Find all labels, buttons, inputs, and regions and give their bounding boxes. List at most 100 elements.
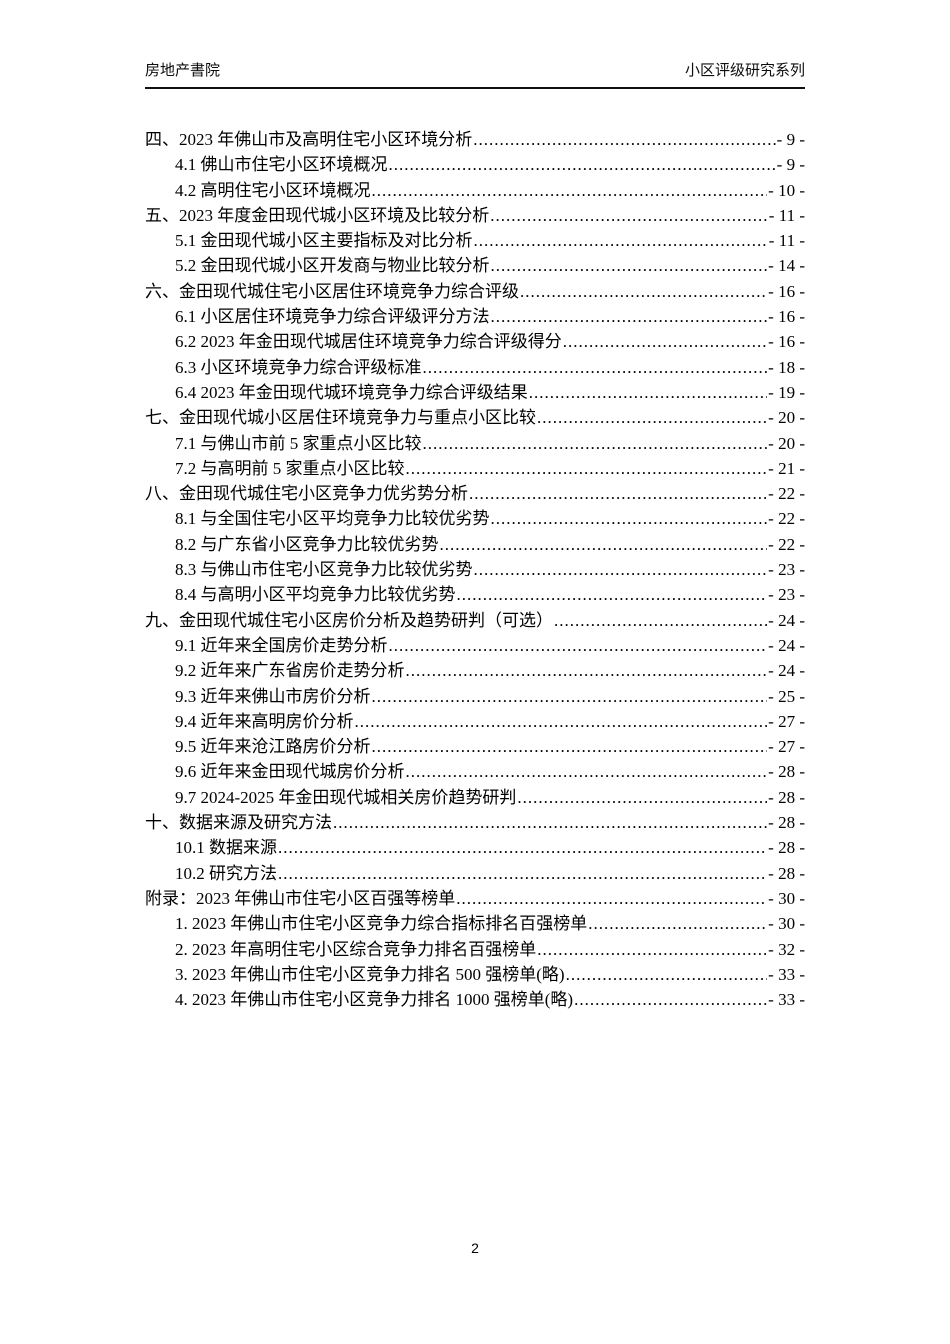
page-number: 2 — [471, 1240, 479, 1256]
toc-dot-leader — [491, 256, 768, 276]
toc-entry[interactable]: 8.2 与广东省小区竞争力比较优劣势 - 22 - — [145, 530, 805, 555]
toc-dot-leader — [406, 661, 768, 681]
toc-entry[interactable]: 9.5 近年来沧江路房价分析 - 27 - — [145, 732, 805, 757]
toc-entry[interactable]: 10.1 数据来源 - 28 - — [145, 833, 805, 858]
toc-entry-label: 1. 2023 年佛山市住宅小区竞争力综合指标排名百强榜单 — [175, 914, 588, 934]
toc-entry[interactable]: 七、金田现代城小区居住环境竞争力与重点小区比较 - 20 - — [145, 403, 805, 428]
toc-entry-label: 八、金田现代城住宅小区竞争力优劣势分析 — [145, 484, 468, 504]
toc-entry-page: - 23 - — [768, 585, 805, 605]
toc-entry[interactable]: 6.2 2023 年金田现代城居住环境竞争力综合评级得分 - 16 - — [145, 327, 805, 352]
toc-dot-leader — [406, 459, 768, 479]
toc-entry[interactable]: 八、金田现代城住宅小区竞争力优劣势分析 - 22 - — [145, 479, 805, 504]
toc-entry[interactable]: 7.1 与佛山市前 5 家重点小区比较 - 20 - — [145, 429, 805, 454]
toc-dot-leader — [457, 585, 768, 605]
toc-entry[interactable]: 9.7 2024-2025 年金田现代城相关房价趋势研判 - 28 - — [145, 783, 805, 808]
toc-entry-page: - 20 - — [768, 408, 805, 428]
toc-entry-page: - 28 - — [768, 813, 805, 833]
toc-entry[interactable]: 5.2 金田现代城小区开发商与物业比较分析 - 14 - — [145, 251, 805, 276]
toc-dot-leader — [588, 914, 767, 934]
toc-entry-page: - 27 - — [768, 737, 805, 757]
toc-entry-label: 4. 2023 年佛山市住宅小区竞争力排名 1000 强榜单(略) — [175, 990, 574, 1010]
toc-entry[interactable]: 10.2 研究方法 - 28 - — [145, 859, 805, 884]
toc-entry-page: - 16 - — [768, 281, 805, 301]
toc-entry-page: - 23 - — [768, 560, 805, 580]
toc-entry-label: 8.4 与高明小区平均竞争力比较优劣势 — [175, 585, 456, 605]
toc-entry-page: - 16 - — [768, 307, 805, 327]
toc-dot-leader — [537, 940, 767, 960]
toc-entry-page: - 32 - — [768, 939, 805, 959]
toc-dot-leader — [423, 434, 768, 454]
toc-entry-page: - 27 - — [768, 711, 805, 731]
toc-entry-label: 五、2023 年度金田现代城小区环境及比较分析 — [145, 205, 490, 225]
toc-entry-page: - 10 - — [768, 180, 805, 200]
toc-entry-label: 四、2023 年佛山市及高明住宅小区环境分析 — [145, 130, 473, 149]
toc-entry-label: 9.2 近年来广东省房价走势分析 — [175, 661, 405, 681]
toc-dot-leader — [389, 636, 768, 656]
toc-entry[interactable]: 十、数据来源及研究方法 - 28 - — [145, 808, 805, 833]
toc-entry-page: - 21 - — [768, 458, 805, 478]
toc-entry[interactable]: 6.3 小区环境竞争力综合评级标准 - 18 - — [145, 353, 805, 378]
toc-entry[interactable]: 8.1 与全国住宅小区平均竞争力比较优劣势 - 22 - — [145, 504, 805, 529]
toc-entry-page: - 9 - — [776, 130, 805, 149]
toc-entry[interactable]: 1. 2023 年佛山市住宅小区竞争力综合指标排名百强榜单 - 30 - — [145, 909, 805, 934]
toc-entry[interactable]: 7.2 与高明前 5 家重点小区比较 - 21 - — [145, 454, 805, 479]
toc-entry-label: 10.2 研究方法 — [175, 863, 277, 883]
toc-entry-page: - 20 - — [768, 433, 805, 453]
toc-entry[interactable]: 3. 2023 年佛山市住宅小区竞争力排名 500 强榜单(略) - 33 - — [145, 960, 805, 985]
header-left-text: 房地产書院 — [145, 62, 221, 79]
toc-entry-page: - 18 - — [768, 357, 805, 377]
toc-entry[interactable]: 九、金田现代城住宅小区房价分析及趋势研判（可选） - 24 - — [145, 606, 805, 631]
toc-entry-label: 5.1 金田现代城小区主要指标及对比分析 — [175, 231, 473, 251]
toc-entry[interactable]: 五、2023 年度金田现代城小区环境及比较分析 - 11 - — [145, 201, 805, 226]
toc-entry[interactable]: 4. 2023 年佛山市住宅小区竞争力排名 1000 强榜单(略) - 33 - — [145, 985, 805, 1010]
toc-entry[interactable]: 9.4 近年来高明房价分析 - 27 - — [145, 707, 805, 732]
toc-entry[interactable]: 6.4 2023 年金田现代城环境竞争力综合评级结果 - 19 - — [145, 378, 805, 403]
toc-dot-leader — [491, 307, 768, 327]
toc-entry-page: - 11 - — [768, 205, 805, 225]
toc-entry[interactable]: 4.2 高明住宅小区环境概况 - 10 - — [145, 176, 805, 201]
toc-dot-leader — [333, 813, 767, 833]
toc-entry-label: 5.2 金田现代城小区开发商与物业比较分析 — [175, 256, 490, 276]
toc-entry-page: - 14 - — [768, 256, 805, 276]
toc-entry[interactable]: 6.1 小区居住环境竞争力综合评级评分方法 - 16 - — [145, 302, 805, 327]
toc-entry-page: - 25 - — [768, 686, 805, 706]
toc-entry[interactable]: 六、金田现代城住宅小区居住环境竞争力综合评级 - 16 - — [145, 277, 805, 302]
toc-entry[interactable]: 4.1 佛山市住宅小区环境概况 - 9 - — [145, 150, 805, 175]
toc-dot-leader — [474, 231, 768, 251]
toc-entry-label: 9.6 近年来金田现代城房价分析 — [175, 762, 405, 782]
toc-entry-page: - 24 - — [768, 661, 805, 681]
toc-entry[interactable]: 2. 2023 年高明住宅小区综合竞争力排名百强榜单 - 32 - — [145, 935, 805, 960]
toc-entry-label: 9.7 2024-2025 年金田现代城相关房价趋势研判 — [175, 787, 517, 807]
toc-entry-page: - 11 - — [768, 231, 805, 251]
toc-entry-label: 8.3 与佛山市住宅小区竞争力比较优劣势 — [175, 560, 473, 580]
toc-entry-label: 附录：2023 年佛山市住宅小区百强等榜单 — [145, 888, 456, 908]
toc-entry-label: 6.2 2023 年金田现代城居住环境竞争力综合评级得分 — [175, 332, 562, 352]
toc-entry-label: 7.1 与佛山市前 5 家重点小区比较 — [175, 433, 422, 453]
toc-entry[interactable]: 5.1 金田现代城小区主要指标及对比分析 - 11 - — [145, 226, 805, 251]
toc-entry-label: 4.1 佛山市住宅小区环境概况 — [175, 155, 388, 175]
toc-entry-page: - 16 - — [768, 332, 805, 352]
header-right-text: 小区评级研究系列 — [684, 62, 805, 79]
toc-entry-label: 8.2 与广东省小区竞争力比较优劣势 — [175, 534, 439, 554]
toc-entry-label: 8.1 与全国住宅小区平均竞争力比较优劣势 — [175, 509, 490, 529]
toc-entry[interactable]: 四、2023 年佛山市及高明住宅小区环境分析 - 9 - — [145, 125, 805, 150]
toc-entry-label: 九、金田现代城住宅小区房价分析及趋势研判（可选） — [145, 610, 553, 630]
toc-entry-label: 3. 2023 年佛山市住宅小区竞争力排名 500 强榜单(略) — [175, 964, 565, 984]
toc-entry[interactable]: 8.3 与佛山市住宅小区竞争力比较优劣势 - 23 - — [145, 555, 805, 580]
toc-entry-page: - 9 - — [776, 155, 805, 175]
toc-entry[interactable]: 9.6 近年来金田现代城房价分析 - 28 - — [145, 757, 805, 782]
toc-dot-leader — [554, 611, 767, 631]
toc-dot-leader — [474, 560, 768, 580]
toc-dot-leader — [355, 712, 768, 732]
toc-entry[interactable]: 8.4 与高明小区平均竞争力比较优劣势 - 23 - — [145, 580, 805, 605]
toc-dot-leader — [278, 864, 767, 884]
toc-entry-label: 2. 2023 年高明住宅小区综合竞争力排名百强榜单 — [175, 939, 537, 959]
toc-dot-leader — [490, 206, 768, 226]
toc-dot-leader — [469, 484, 767, 504]
toc-entry[interactable]: 9.3 近年来佛山市房价分析 - 25 - — [145, 682, 805, 707]
toc-entry[interactable]: 附录：2023 年佛山市住宅小区百强等榜单 - 30 - — [145, 884, 805, 909]
toc-entry[interactable]: 9.1 近年来全国房价走势分析 - 24 - — [145, 631, 805, 656]
toc-entry-page: - 28 - — [768, 762, 805, 782]
toc-entry[interactable]: 9.2 近年来广东省房价走势分析 - 24 - — [145, 656, 805, 681]
